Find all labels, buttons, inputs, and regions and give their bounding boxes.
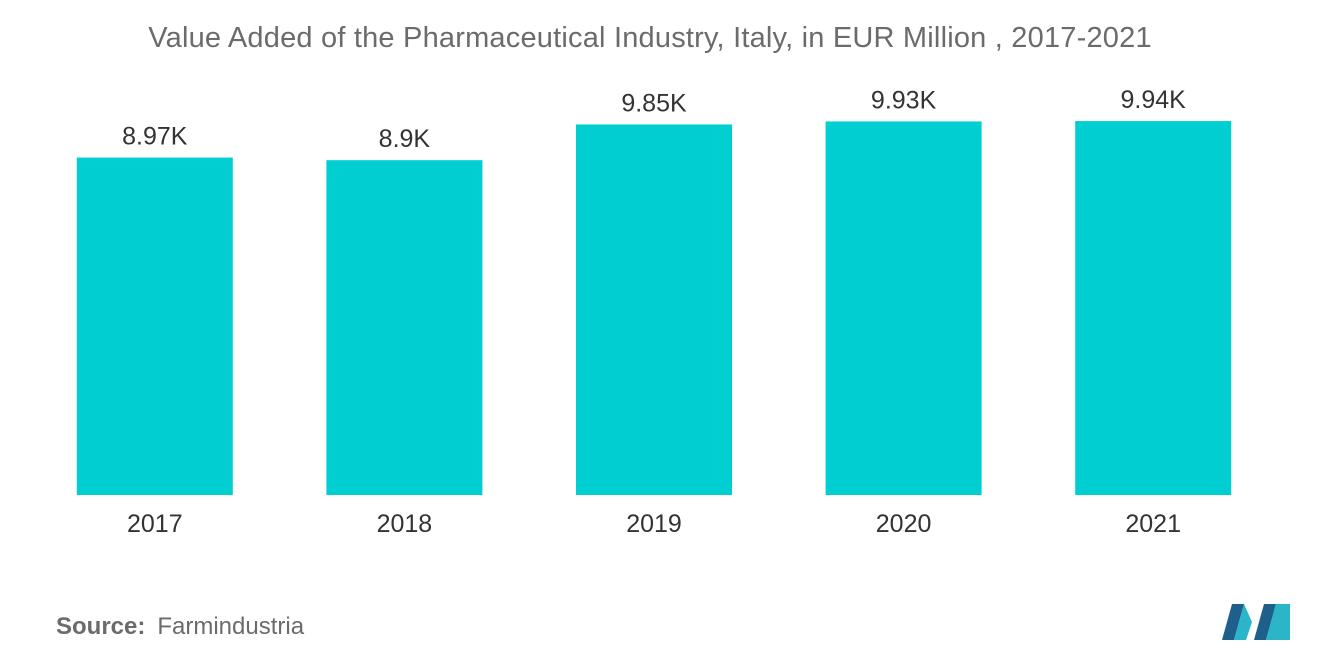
- x-tick-label-2017: 2017: [127, 510, 183, 538]
- x-tick-label-2021: 2021: [1125, 510, 1181, 538]
- data-label-2019: 9.85K: [621, 89, 687, 117]
- x-tick-label-2020: 2020: [876, 510, 932, 538]
- x-tick-label-2019: 2019: [626, 510, 682, 538]
- chart-title: Value Added of the Pharmaceutical Indust…: [148, 22, 1152, 54]
- bar-2020: [825, 121, 982, 495]
- data-label-2020: 9.93K: [871, 86, 937, 114]
- x-tick-label-2018: 2018: [377, 510, 433, 538]
- data-label-2021: 9.94K: [1121, 86, 1187, 114]
- bar-2019: [576, 124, 732, 495]
- mordor-intelligence-logo-icon: [1222, 604, 1290, 640]
- bar-2021: [1075, 121, 1232, 496]
- source-value: Farmindustria: [157, 613, 305, 640]
- bar-2017: [76, 157, 233, 496]
- source-note: Source: Farmindustria: [56, 613, 304, 641]
- data-label-2017: 8.97K: [122, 123, 188, 151]
- data-label-2018: 8.9K: [379, 125, 431, 153]
- source-label: Source:: [56, 613, 146, 640]
- bar-2018: [326, 160, 483, 495]
